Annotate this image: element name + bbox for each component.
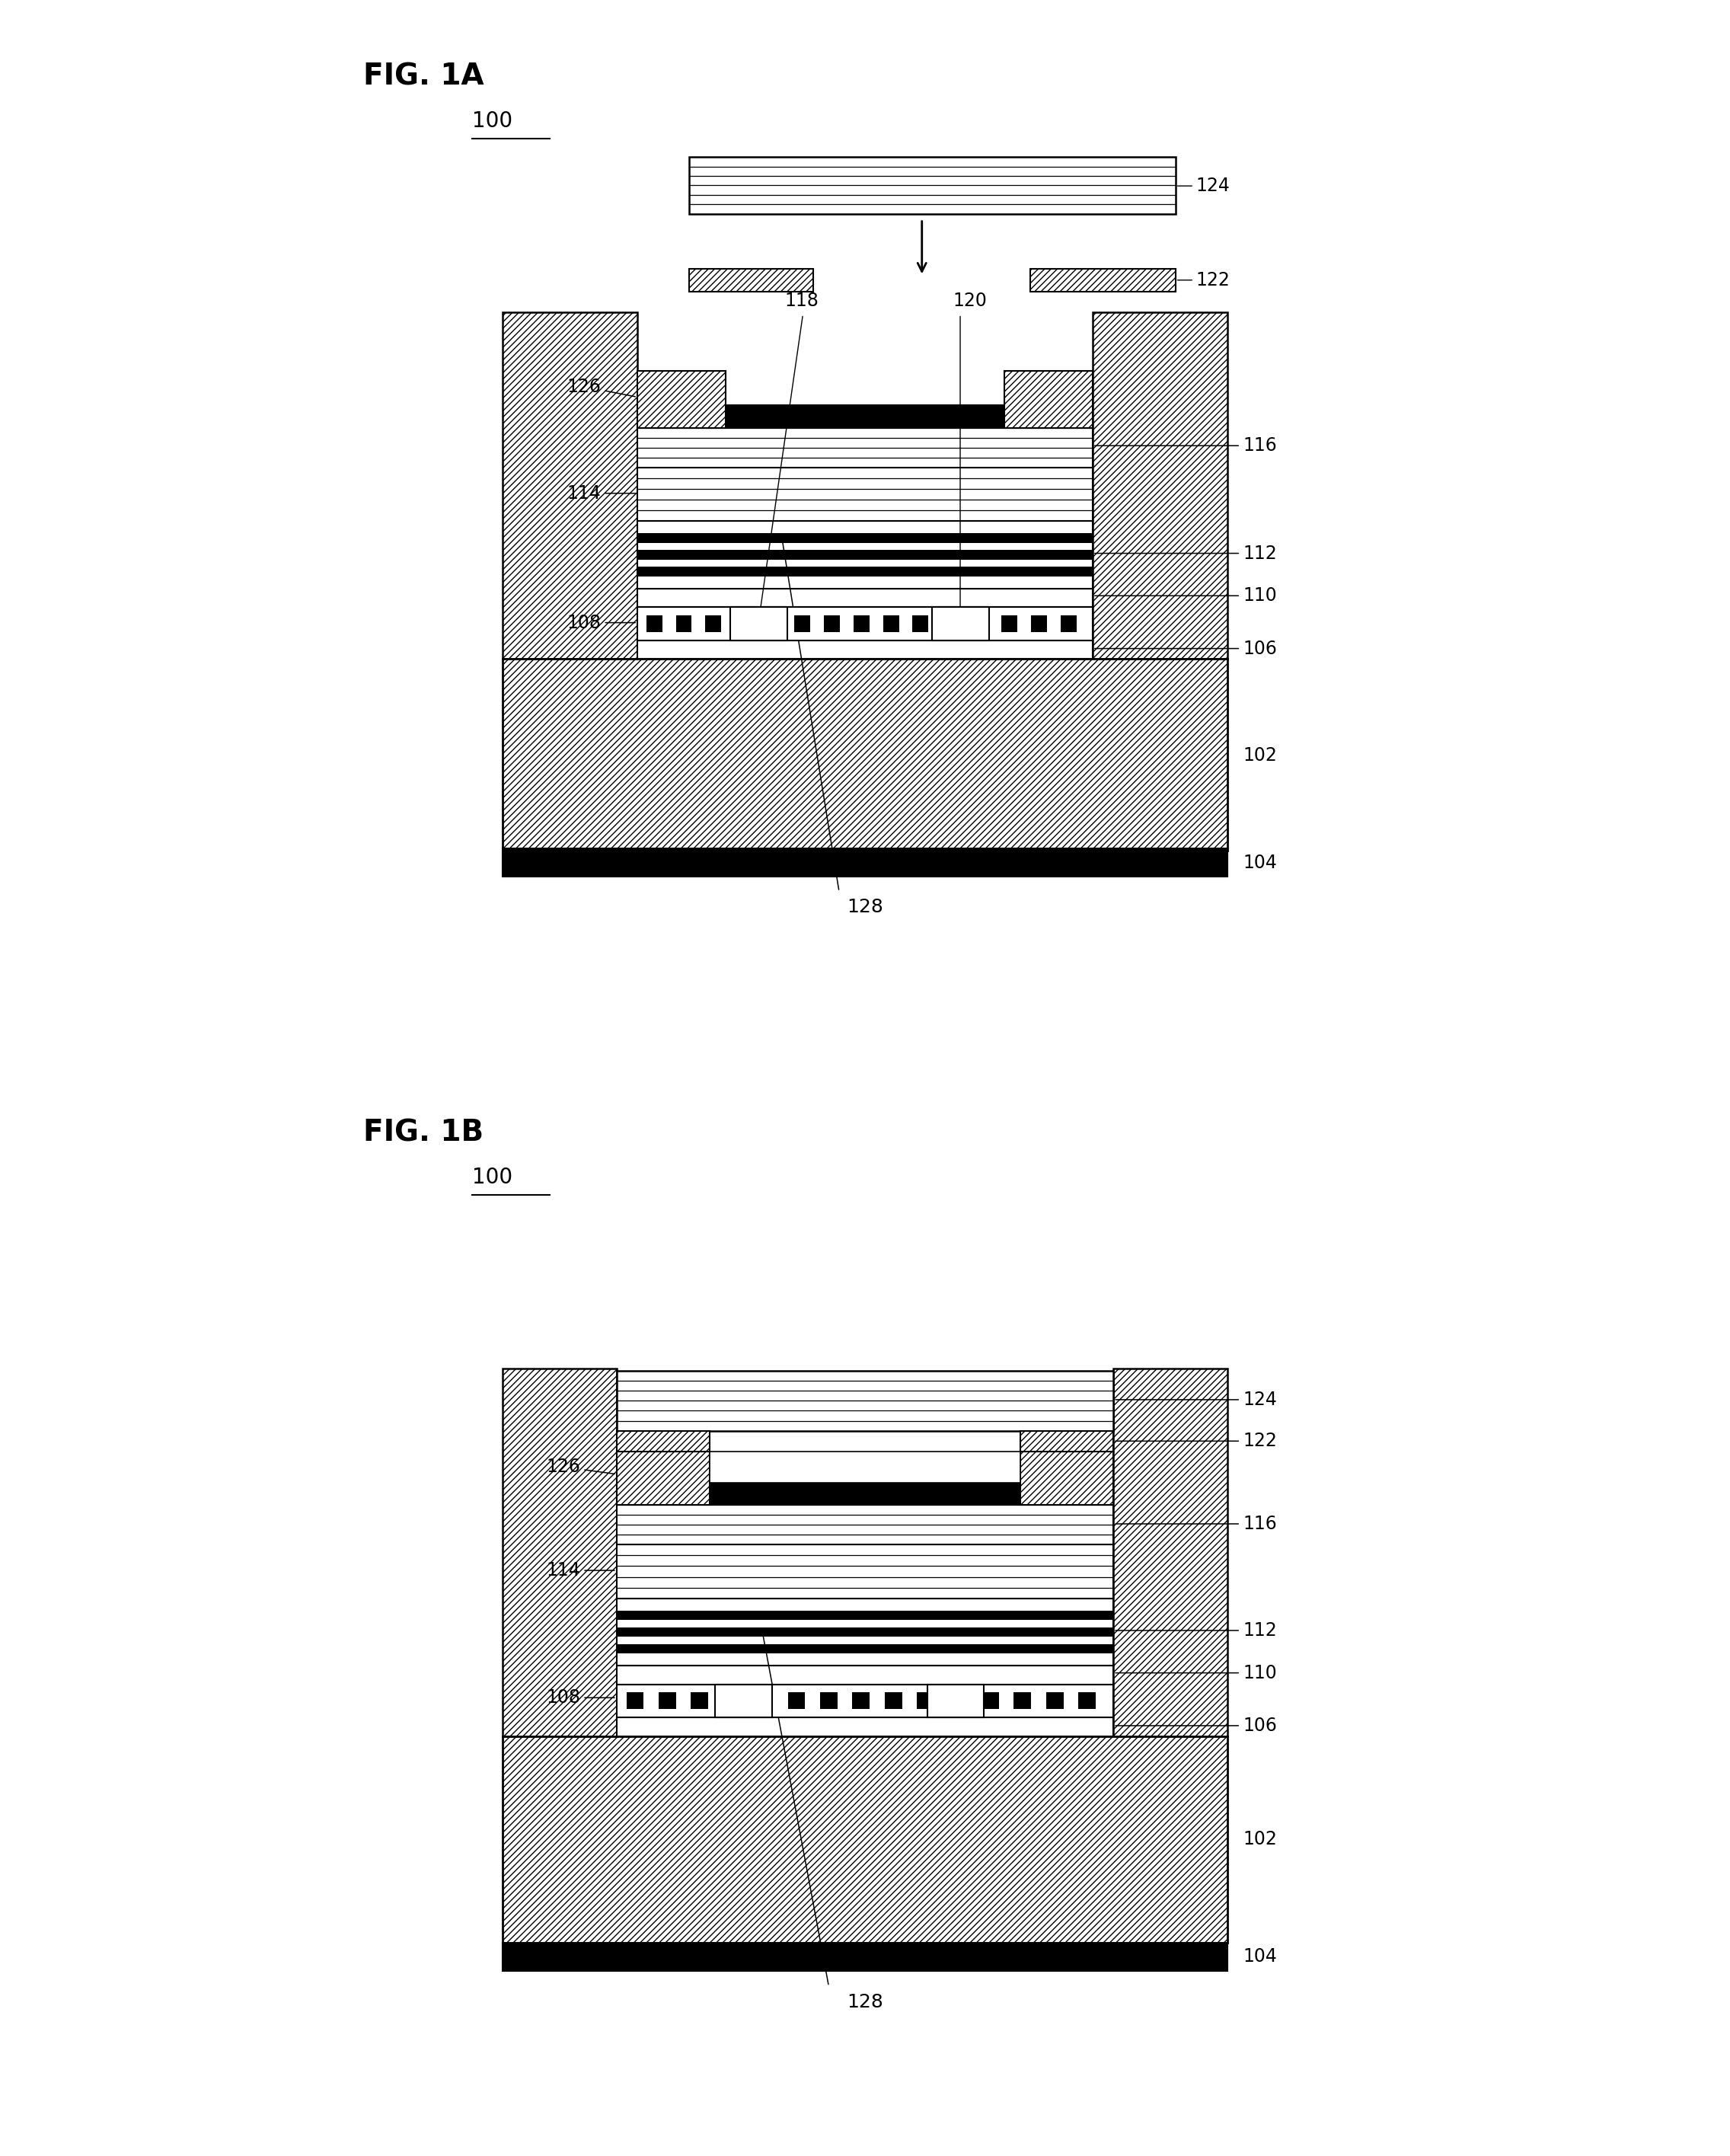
Bar [1021, 1432, 1114, 1451]
Bar [725, 405, 1005, 429]
Text: 104: 104 [1242, 854, 1277, 871]
Bar [932, 608, 990, 640]
Text: 124: 124 [1116, 1391, 1277, 1408]
Bar [730, 608, 787, 640]
Bar [1093, 313, 1227, 660]
Bar [637, 405, 1093, 429]
Bar [794, 614, 810, 632]
Bar [706, 614, 721, 632]
Text: 108: 108 [547, 1688, 614, 1708]
Bar [689, 270, 813, 291]
Bar [637, 468, 1093, 522]
Bar [503, 1736, 1227, 1943]
Bar [647, 614, 663, 632]
Bar [820, 1692, 837, 1710]
Bar [709, 1451, 1021, 1483]
Bar [616, 1628, 1114, 1636]
Bar [676, 614, 692, 632]
Bar [616, 1432, 709, 1451]
Bar [981, 1692, 998, 1710]
Bar [616, 1483, 1114, 1505]
Bar [853, 1692, 870, 1710]
Text: 110: 110 [1116, 1664, 1277, 1682]
Text: 102: 102 [1242, 1830, 1277, 1848]
Bar [503, 313, 637, 660]
Bar [709, 1483, 1021, 1505]
Bar [1014, 1692, 1031, 1710]
Bar [882, 614, 900, 632]
Text: FIG. 1A: FIG. 1A [363, 63, 484, 91]
Bar [689, 157, 1175, 213]
Text: 118: 118 [784, 291, 818, 310]
Bar [616, 1684, 1114, 1718]
Text: 108: 108 [567, 614, 635, 632]
Bar [616, 1667, 1114, 1684]
Bar [616, 1611, 1114, 1619]
Bar [1078, 1692, 1095, 1710]
Text: 102: 102 [1242, 746, 1277, 763]
Text: 110: 110 [1095, 586, 1277, 606]
Bar [659, 1692, 676, 1710]
Bar [616, 1718, 1114, 1736]
Text: 128: 128 [846, 899, 884, 916]
Bar [787, 1692, 804, 1710]
Bar [884, 1692, 901, 1710]
Bar [616, 1451, 709, 1505]
Bar [637, 567, 1093, 576]
Bar [616, 1645, 1114, 1654]
Text: FIG. 1B: FIG. 1B [363, 1119, 484, 1147]
Text: 122: 122 [1195, 272, 1230, 289]
Bar [1047, 1692, 1064, 1710]
Bar [823, 614, 839, 632]
Text: 126: 126 [547, 1457, 614, 1477]
Text: 112: 112 [1116, 1621, 1277, 1639]
Text: 114: 114 [567, 485, 635, 502]
Text: 126: 126 [567, 377, 635, 397]
Bar [913, 614, 929, 632]
Text: 100: 100 [472, 1166, 512, 1188]
Bar [690, 1692, 708, 1710]
Bar [616, 1598, 1114, 1667]
Text: 104: 104 [1242, 1947, 1277, 1966]
Bar [637, 371, 725, 429]
Bar [1031, 614, 1047, 632]
Bar [927, 1684, 984, 1718]
Bar [917, 1692, 934, 1710]
Bar [616, 1544, 1114, 1598]
Bar [1002, 614, 1017, 632]
Bar [503, 1943, 1227, 1971]
Bar [637, 429, 1093, 468]
Text: 106: 106 [1116, 1716, 1277, 1736]
Bar [1021, 1451, 1114, 1505]
Bar [637, 589, 1093, 608]
Text: 116: 116 [1116, 1516, 1277, 1533]
Bar [1005, 371, 1093, 429]
Bar [503, 660, 1227, 849]
Bar [714, 1684, 772, 1718]
Text: 100: 100 [472, 110, 512, 132]
Bar [637, 533, 1093, 543]
Bar [637, 640, 1093, 660]
Text: 122: 122 [1116, 1432, 1277, 1451]
Bar [616, 1505, 1114, 1544]
Bar [626, 1692, 644, 1710]
Text: 114: 114 [547, 1561, 614, 1580]
Bar [637, 608, 1093, 640]
Text: 124: 124 [1195, 177, 1230, 194]
Bar [503, 1369, 616, 1736]
Bar [637, 550, 1093, 561]
Bar [853, 614, 870, 632]
Bar [1060, 614, 1076, 632]
Bar [637, 522, 1093, 589]
Text: 112: 112 [1095, 543, 1277, 563]
Bar [1031, 270, 1175, 291]
Bar [1114, 1369, 1227, 1736]
Bar [503, 847, 1227, 875]
Text: 116: 116 [1095, 436, 1277, 455]
Text: 120: 120 [953, 291, 988, 310]
Text: 106: 106 [1095, 640, 1277, 658]
Text: 128: 128 [846, 1992, 884, 2012]
Bar [616, 1371, 1114, 1432]
